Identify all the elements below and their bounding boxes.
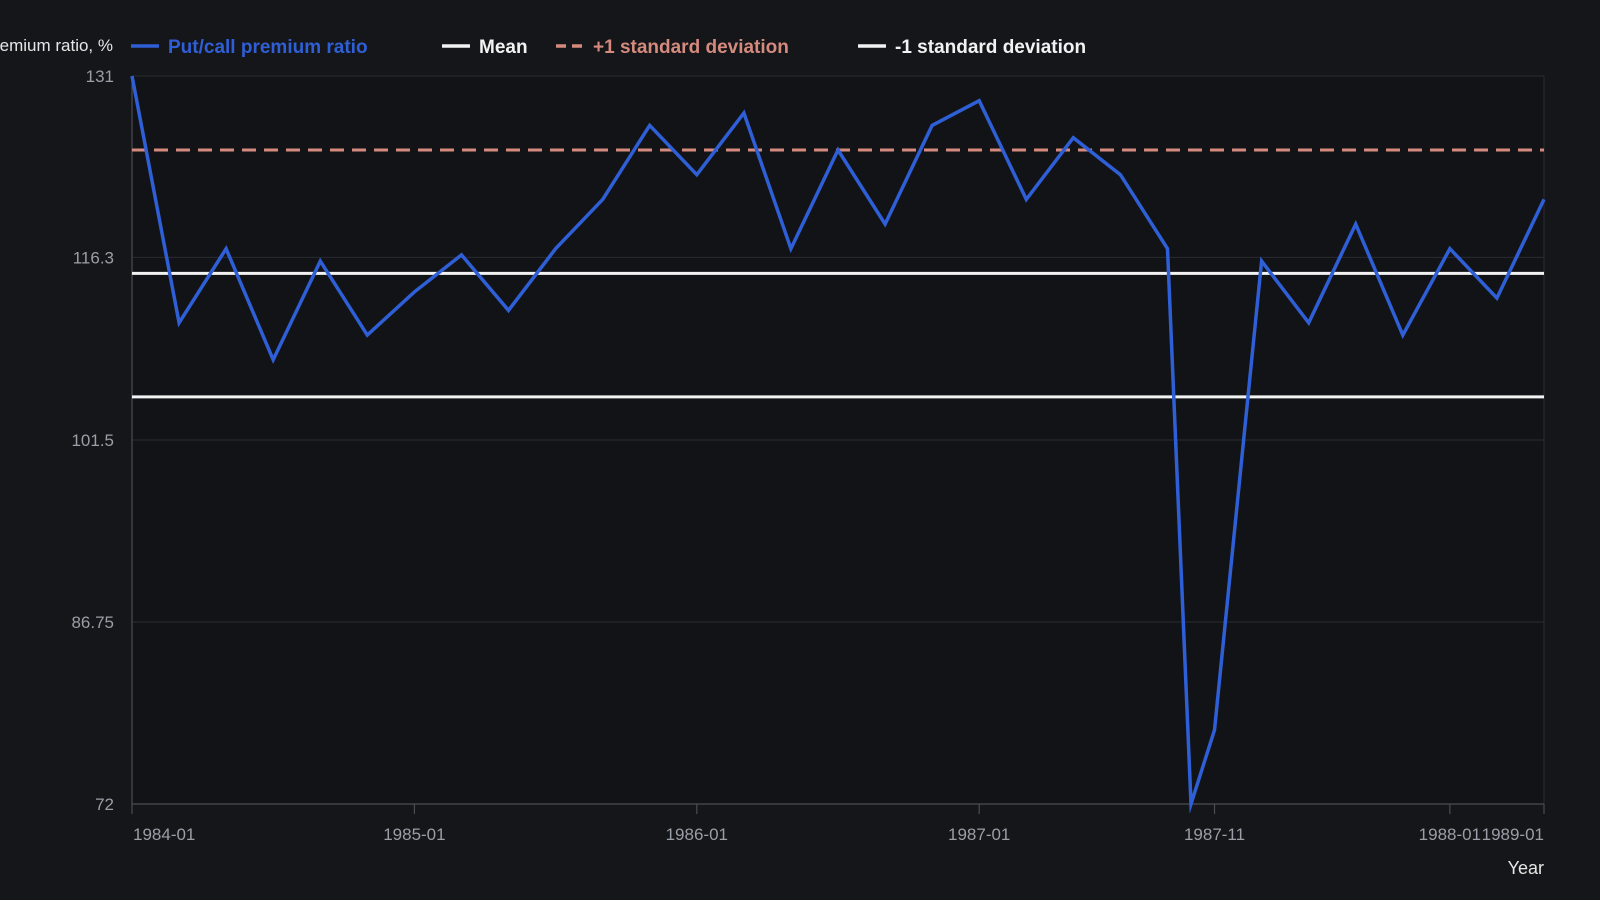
y-tick-label: 131 (86, 67, 114, 86)
y-tick-label: 101.5 (71, 431, 114, 450)
x-tick-label: 1987-01 (948, 825, 1010, 844)
y-axis-label: Put/call premium ratio, % (0, 36, 113, 55)
y-tick-label: 86.75 (71, 613, 114, 632)
y-tick-label: 72 (95, 795, 114, 814)
x-tick-label: 1986-01 (666, 825, 728, 844)
y-axis-ticks: 131 116.3 101.5 86.75 72 (71, 67, 114, 814)
y-tick-label: 116.3 (73, 248, 114, 267)
x-axis-ticks: 1984-01 1985-01 1986-01 1987-01 1987-11 1988-… (131, 804, 1545, 844)
legend-label: -1 standard deviation (895, 37, 1086, 58)
series-lines (130, 75, 1546, 814)
grid-lines (132, 75, 1545, 805)
x-tick-label: 1989-01 (1482, 825, 1544, 844)
axes (131, 76, 1544, 805)
x-axis-label: Year (1508, 858, 1544, 878)
x-tick-label: 1988-01 (1419, 825, 1481, 844)
x-tick-label: 1987-11 (1184, 825, 1245, 844)
x-tick-label: 1984-01 (133, 825, 195, 844)
x-tick-label: 1985-01 (383, 825, 445, 844)
series-line-put-call-ratio (130, 75, 1546, 814)
legend: Put/call premium ratio Mean +1 standard de… (131, 37, 1086, 58)
legend-label: Put/call premium ratio (168, 37, 368, 58)
legend-label: Mean (479, 37, 528, 58)
legend-label: +1 standard deviation (593, 37, 789, 58)
